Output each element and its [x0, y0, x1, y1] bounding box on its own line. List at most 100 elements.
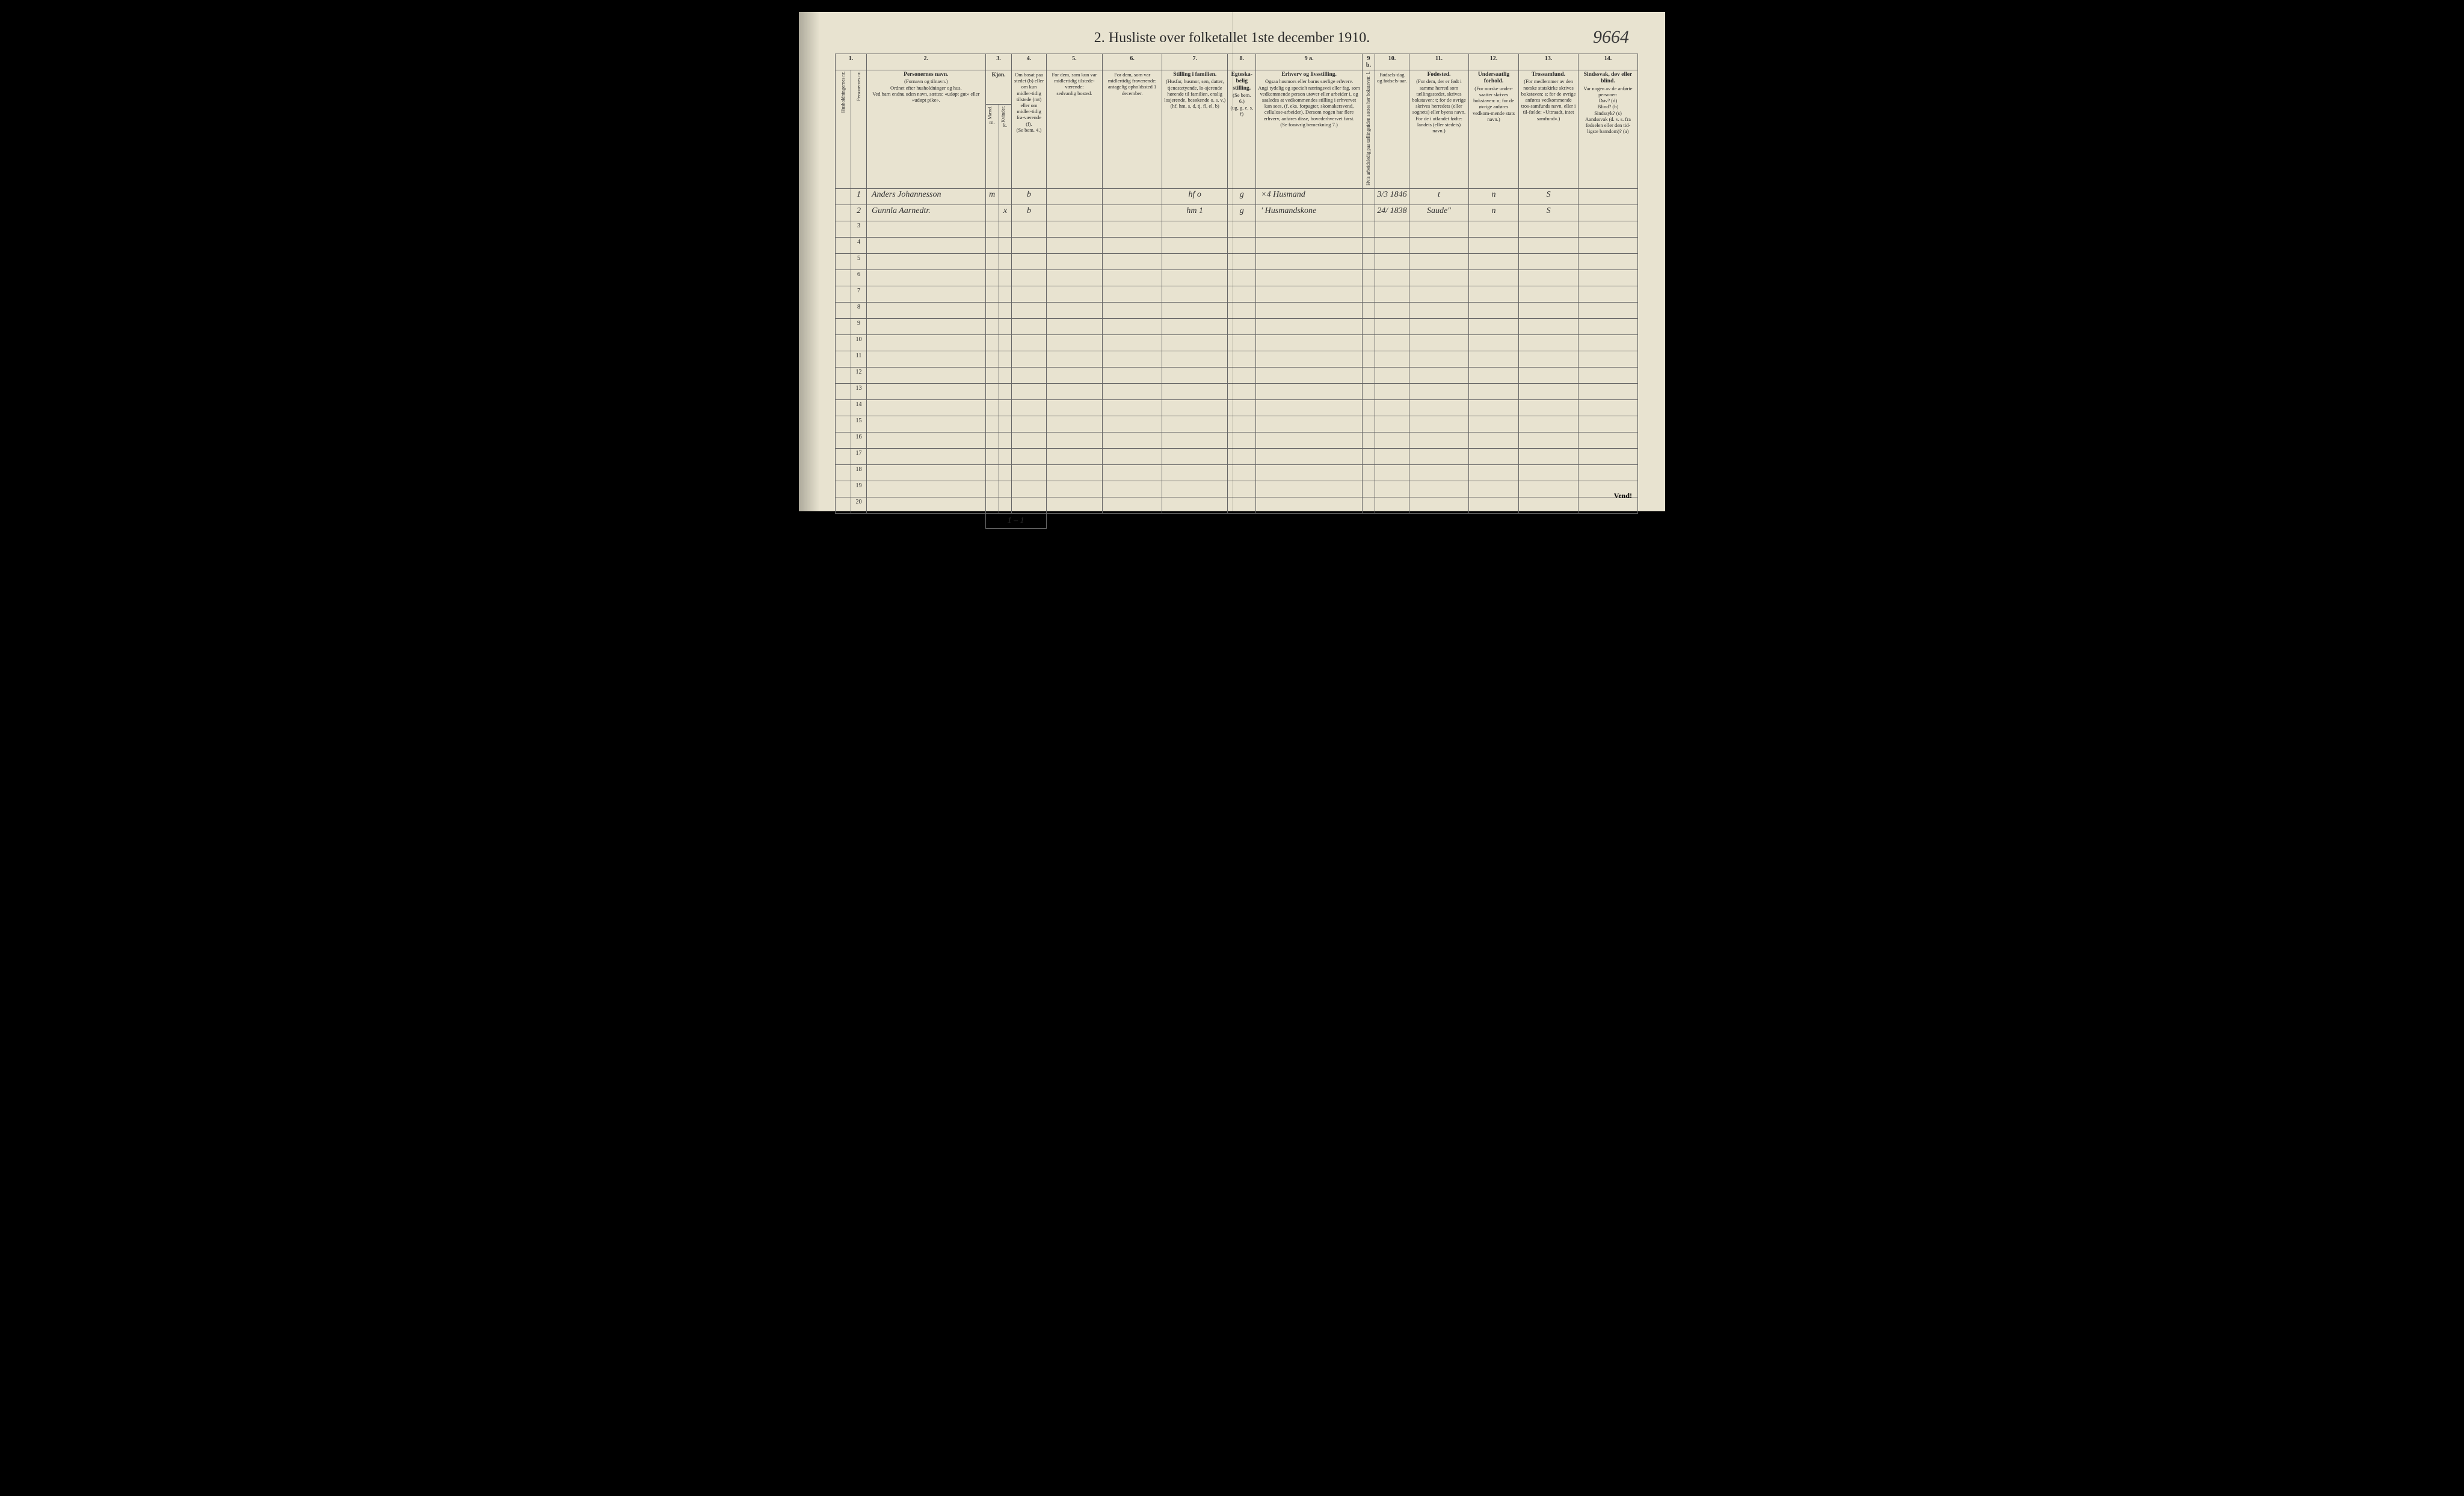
table-row: 1Anders Johannessonmbhf og×4 Husmand3/3 …: [836, 188, 1638, 205]
empty-cell: [1363, 497, 1375, 513]
c14-cell: [1578, 188, 1637, 205]
empty-cell: [1256, 318, 1363, 334]
empty-cell: [1012, 318, 1046, 334]
page-fold: [1232, 12, 1233, 511]
empty-cell: [1162, 351, 1228, 367]
empty-cell: [1578, 253, 1637, 269]
empty-cell: [999, 269, 1012, 286]
empty-cell: [1162, 302, 1228, 318]
footer-row: 1 – 1: [836, 513, 1638, 528]
empty-cell: [999, 399, 1012, 416]
empty-cell: [1409, 221, 1469, 237]
empty-cell: [1162, 221, 1228, 237]
empty-cell: [1363, 464, 1375, 481]
empty-cell: [1103, 351, 1162, 367]
empty-cell: [1256, 416, 1363, 432]
header-row: Husholdningernes nr. Personernes nr. Per…: [836, 70, 1638, 105]
empty-cell: [1375, 399, 1409, 416]
empty-cell: [999, 497, 1012, 513]
empty-cell: [1046, 334, 1103, 351]
empty-cell: [1519, 286, 1578, 302]
household-nr-cell: [836, 432, 851, 448]
fsted-cell: Saude": [1409, 205, 1469, 221]
empty-cell: [985, 497, 999, 513]
empty-cell: [985, 416, 999, 432]
empty-cell: [999, 432, 1012, 448]
empty-cell: [1162, 448, 1228, 464]
empty-cell: [1012, 367, 1046, 383]
person-nr-cell: 8: [851, 302, 867, 318]
empty-cell: [1046, 237, 1103, 253]
empty-cell: [1103, 334, 1162, 351]
empty-cell: [1256, 351, 1363, 367]
empty-cell: [1363, 399, 1375, 416]
empty-cell: [1375, 481, 1409, 497]
empty-cell: [1046, 253, 1103, 269]
person-nr-cell: 18: [851, 464, 867, 481]
person-nr-cell: 1: [851, 188, 867, 205]
empty-cell: [1046, 318, 1103, 334]
empty-cell: [1046, 351, 1103, 367]
empty-cell: [1256, 334, 1363, 351]
hdr-kjon-k: Kvinder. k.: [999, 104, 1012, 188]
empty-cell: [1468, 351, 1518, 367]
col-num-12: 12.: [1468, 54, 1518, 70]
empty-cell: [867, 351, 986, 367]
empty-cell: [867, 399, 986, 416]
empty-cell: [1409, 269, 1469, 286]
empty-cell: [1375, 302, 1409, 318]
stilling-cell: hf o: [1162, 188, 1228, 205]
empty-cell: [999, 367, 1012, 383]
empty-cell: [1468, 237, 1518, 253]
unders-cell: n: [1468, 188, 1518, 205]
empty-cell: [1046, 481, 1103, 497]
table-row: 6: [836, 269, 1638, 286]
empty-cell: [1375, 464, 1409, 481]
person-nr-cell: 6: [851, 269, 867, 286]
empty-cell: [1578, 334, 1637, 351]
person-nr-cell: 12: [851, 367, 867, 383]
empty-cell: [985, 367, 999, 383]
person-nr-cell: 14: [851, 399, 867, 416]
empty-cell: [1578, 383, 1637, 399]
empty-cell: [1363, 481, 1375, 497]
empty-cell: [1256, 497, 1363, 513]
empty-cell: [1468, 383, 1518, 399]
empty-cell: [1363, 367, 1375, 383]
empty-cell: [985, 318, 999, 334]
empty-cell: [1519, 464, 1578, 481]
col-num-11: 11.: [1409, 54, 1469, 70]
empty-cell: [1519, 334, 1578, 351]
c9b-cell: [1363, 188, 1375, 205]
person-nr-cell: 2: [851, 205, 867, 221]
household-nr-cell: [836, 464, 851, 481]
empty-cell: [867, 318, 986, 334]
empty-cell: [1578, 286, 1637, 302]
empty-cell: [999, 253, 1012, 269]
empty-cell: [1578, 221, 1637, 237]
hdr-kjon-title: Kjøn.: [985, 70, 1012, 105]
empty-cell: [999, 416, 1012, 432]
empty-cell: [985, 432, 999, 448]
handwritten-annotation: 9664: [1593, 27, 1629, 48]
empty-cell: [1519, 269, 1578, 286]
empty-cell: [1012, 302, 1046, 318]
empty-cell: [1519, 481, 1578, 497]
empty-cell: [1519, 399, 1578, 416]
empty-cell: [1519, 221, 1578, 237]
col-num-4: 4.: [1012, 54, 1046, 70]
household-nr-cell: [836, 399, 851, 416]
fdato-cell: 24/ 1838: [1375, 205, 1409, 221]
empty-cell: [999, 286, 1012, 302]
empty-cell: [1162, 416, 1228, 432]
empty-cell: [1578, 351, 1637, 367]
empty-cell: [1162, 286, 1228, 302]
empty-cell: [985, 448, 999, 464]
empty-cell: [1256, 481, 1363, 497]
empty-cell: [1375, 448, 1409, 464]
empty-cell: [985, 269, 999, 286]
footer-blank: [836, 513, 986, 528]
empty-cell: [1012, 253, 1046, 269]
household-nr-cell: [836, 318, 851, 334]
empty-cell: [985, 221, 999, 237]
